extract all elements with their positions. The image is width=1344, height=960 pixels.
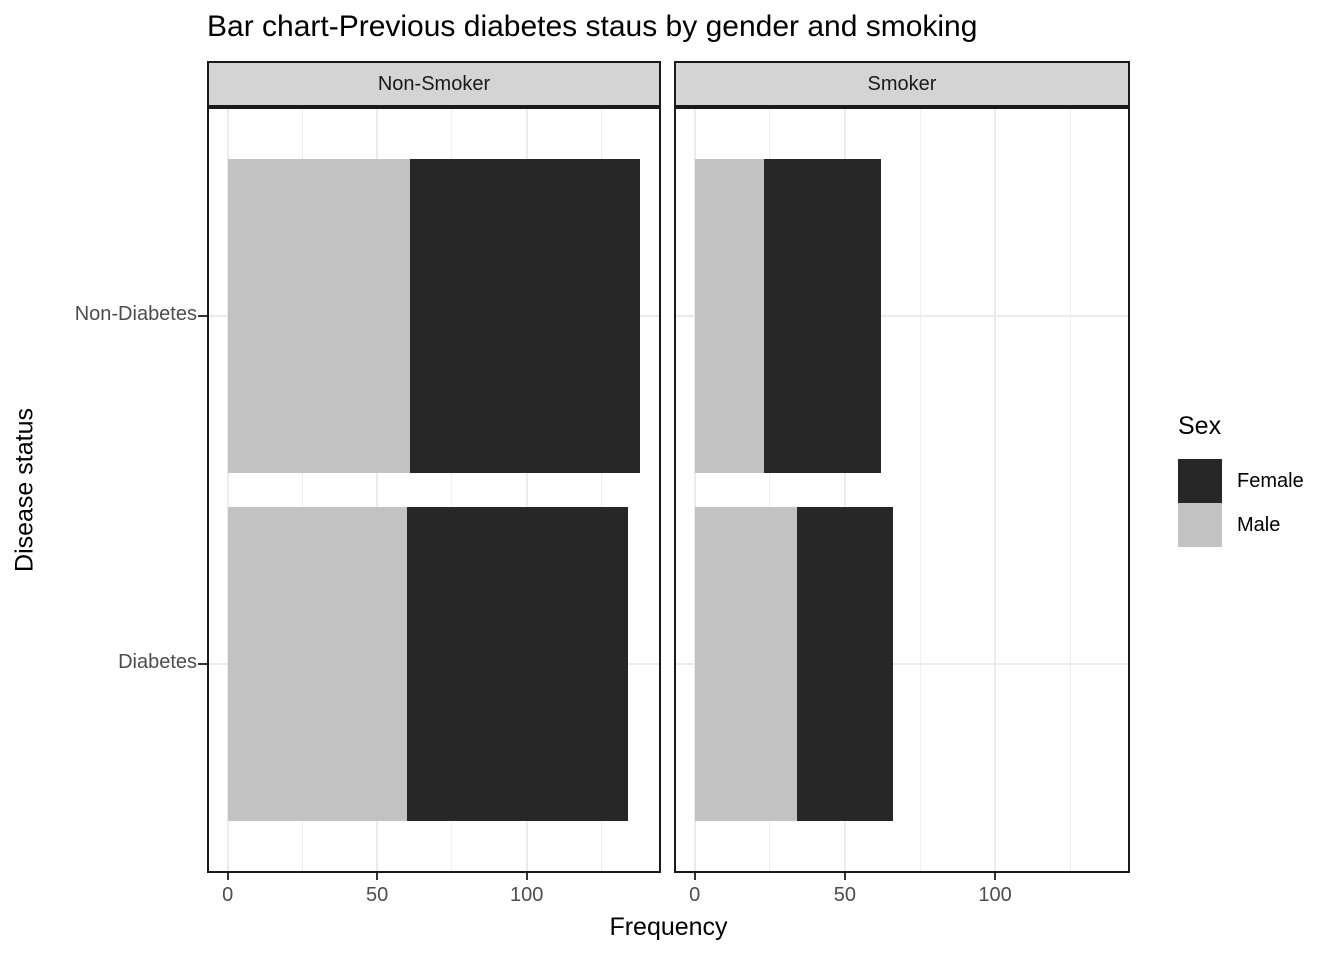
legend-swatch-female [1178, 459, 1222, 503]
x-axis-tick-label: 100 [978, 884, 1012, 906]
facet-strip-2: Smoker [674, 61, 1130, 107]
gridline-minor [769, 107, 771, 873]
gridline-category [674, 663, 1130, 666]
x-axis-tick-label: 0 [689, 884, 701, 906]
x-axis-title: Frequency [609, 913, 728, 941]
facet-strip-label: Smoker [867, 72, 937, 95]
facet-panel-2 [674, 107, 1130, 873]
x-axis-tick-label: 50 [366, 884, 389, 906]
y-axis-tick [198, 663, 207, 666]
bar-non-diabetes-male [227, 159, 411, 473]
gridline-major [843, 107, 846, 873]
x-axis-tick-label: 100 [510, 884, 544, 906]
x-axis-tick [693, 873, 696, 880]
facet-strip-1: Non-Smoker [207, 61, 661, 107]
facet-panel-1 [207, 107, 661, 873]
facet-strip-label: Non-Smoker [377, 72, 491, 95]
bar-non-diabetes-female [763, 159, 881, 473]
bar-diabetes-male [227, 507, 408, 821]
legend-label-male: Male [1237, 513, 1281, 536]
gridline-major [226, 107, 229, 873]
x-axis-tick-label: 50 [833, 884, 857, 906]
bar-diabetes-male [694, 507, 797, 821]
gridline-minor [919, 107, 921, 873]
chart-title: Bar chart-Previous diabetes staus by gen… [207, 10, 978, 43]
gridline-minor [1069, 107, 1071, 873]
bar-non-diabetes-female [410, 159, 641, 473]
panel-border [674, 107, 1130, 873]
panel-border [207, 107, 661, 873]
y-axis-tick [198, 314, 207, 317]
legend-entry-female: Female [1178, 459, 1304, 503]
gridline-minor [301, 107, 303, 873]
gridline-major [693, 107, 696, 873]
x-axis-tick [994, 873, 997, 880]
y-axis-tick-label: Diabetes [118, 651, 197, 674]
y-axis-tick-label: Non-Diabetes [74, 302, 197, 325]
gridline-minor [451, 107, 453, 873]
legend: Sex Female Male [1178, 412, 1304, 547]
x-axis-tick [376, 873, 379, 880]
gridline-major [994, 107, 997, 873]
bar-diabetes-female [796, 507, 893, 821]
bar-non-diabetes-male [694, 159, 764, 473]
x-axis-tick [226, 873, 229, 880]
gridline-major [525, 107, 528, 873]
x-axis-tick [843, 873, 846, 880]
bar-diabetes-female [407, 507, 629, 821]
legend-entry-male: Male [1178, 503, 1304, 547]
legend-label-female: Female [1237, 469, 1304, 492]
legend-title: Sex [1178, 412, 1222, 440]
x-axis-tick-label: 0 [222, 884, 234, 906]
x-axis-tick [525, 873, 528, 880]
gridline-category [674, 314, 1130, 317]
y-axis-title: Disease status [10, 408, 39, 572]
gridline-minor [600, 107, 602, 873]
gridline-major [376, 107, 379, 873]
legend-swatch-male [1178, 503, 1222, 547]
